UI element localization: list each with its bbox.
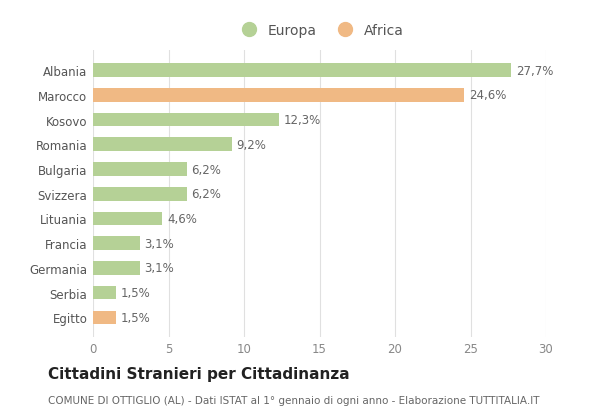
- Text: 6,2%: 6,2%: [191, 163, 221, 176]
- Bar: [93, 212, 163, 226]
- Text: 1,5%: 1,5%: [120, 311, 150, 324]
- Legend: Europa, Africa: Europa, Africa: [229, 18, 410, 43]
- Text: 9,2%: 9,2%: [236, 139, 266, 151]
- Bar: [93, 187, 187, 201]
- Text: 6,2%: 6,2%: [191, 188, 221, 201]
- Text: 4,6%: 4,6%: [167, 212, 197, 225]
- Text: Cittadini Stranieri per Cittadinanza: Cittadini Stranieri per Cittadinanza: [48, 366, 350, 381]
- Bar: [93, 138, 232, 152]
- Bar: [93, 286, 116, 300]
- Text: 27,7%: 27,7%: [516, 65, 553, 77]
- Bar: [93, 311, 116, 324]
- Text: 3,1%: 3,1%: [145, 237, 174, 250]
- Bar: [93, 261, 140, 275]
- Text: COMUNE DI OTTIGLIO (AL) - Dati ISTAT al 1° gennaio di ogni anno - Elaborazione T: COMUNE DI OTTIGLIO (AL) - Dati ISTAT al …: [48, 395, 539, 405]
- Bar: [93, 89, 464, 102]
- Bar: [93, 113, 279, 127]
- Bar: [93, 237, 140, 250]
- Text: 3,1%: 3,1%: [145, 262, 174, 275]
- Bar: [93, 163, 187, 176]
- Bar: [93, 64, 511, 78]
- Text: 12,3%: 12,3%: [283, 114, 320, 127]
- Text: 1,5%: 1,5%: [120, 286, 150, 299]
- Text: 24,6%: 24,6%: [469, 89, 506, 102]
